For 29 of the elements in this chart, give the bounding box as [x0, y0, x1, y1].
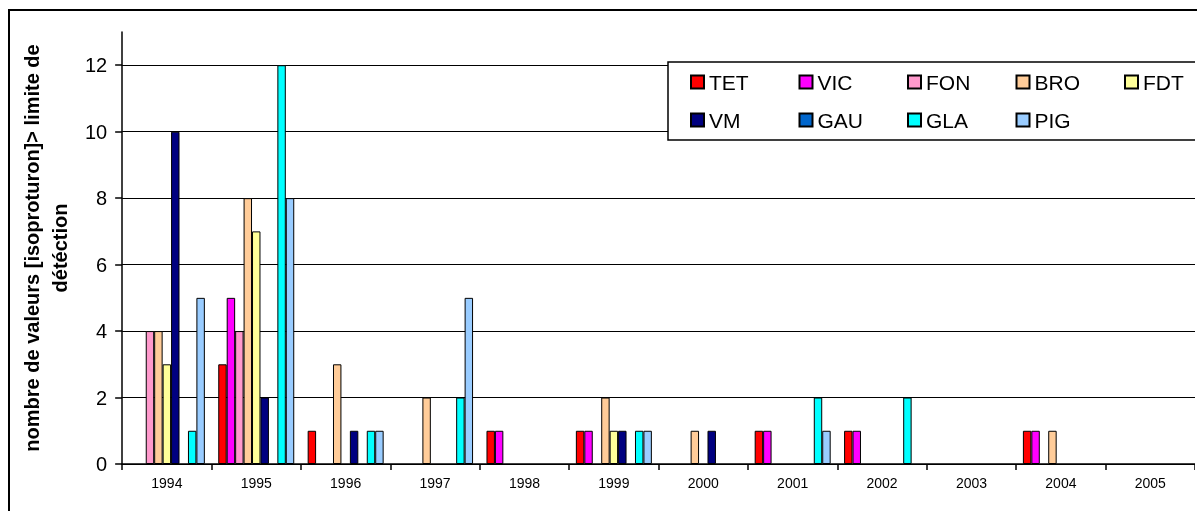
y-tick-label: 12 — [84, 54, 108, 77]
x-tick-label: 2001 — [777, 475, 809, 491]
legend-label: TET — [709, 70, 749, 94]
x-tick-label: 1996 — [330, 475, 362, 491]
y-tick-label: 8 — [96, 187, 108, 210]
y-axis-title: nombre de valeurs [isoproturon]> limite de détéction — [21, 44, 71, 452]
x-tick-label: 1999 — [598, 475, 630, 491]
x-tick-label: 1998 — [508, 475, 541, 491]
x-tick-label: 2002 — [866, 475, 898, 491]
legend-label: VM — [709, 108, 741, 132]
y-tick-label: 10 — [84, 120, 108, 143]
x-tick-label: 1994 — [151, 475, 183, 491]
y-tick-label: 0 — [96, 453, 108, 475]
x-tick-label: 1997 — [419, 475, 451, 491]
legend-label: GLA — [926, 108, 969, 132]
x-tick-label: 2005 — [1134, 475, 1167, 491]
x-tick-label: 2003 — [955, 475, 988, 491]
x-tick-label: 2000 — [687, 475, 720, 491]
y-tick-label: 4 — [96, 320, 108, 343]
x-tick-label: 1995 — [240, 475, 273, 491]
legend-label: FDT — [1143, 70, 1184, 94]
legend-label: BRO — [1034, 70, 1081, 94]
x-tick-label: 2004 — [1045, 475, 1077, 491]
y-tick-label: 2 — [96, 386, 108, 409]
legend-label: GAU — [817, 108, 864, 132]
legend-label: FON — [926, 70, 971, 94]
legend-label: VIC — [817, 70, 853, 94]
y-tick-label: 6 — [96, 253, 108, 276]
legend-label: PIG — [1034, 108, 1071, 132]
